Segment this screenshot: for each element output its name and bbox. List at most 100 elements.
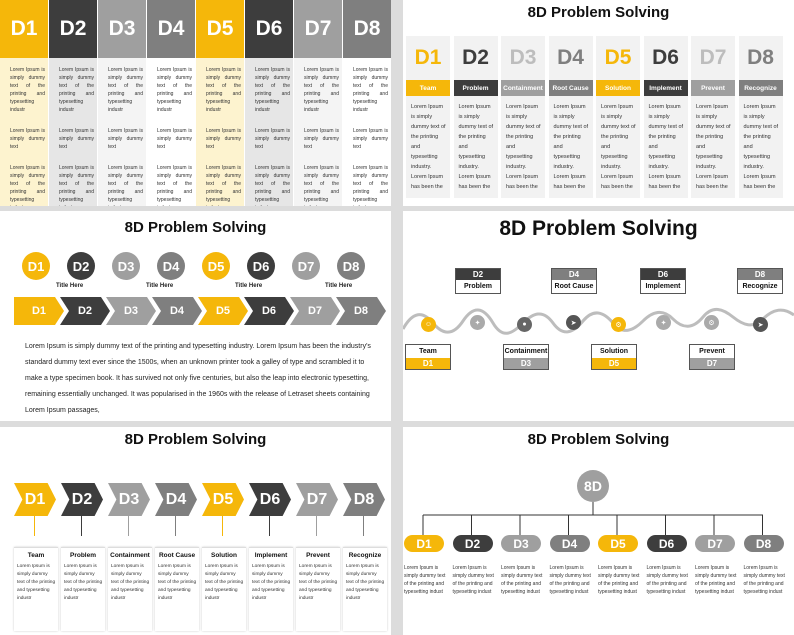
slide-1-columns[interactable]: D1 Lorem Ipsum is simply dummy text of th…	[0, 0, 391, 206]
slide-3-chevrons[interactable]: 8D Problem Solving Lorem Ipsum is simply…	[0, 211, 391, 421]
step-card: Prevent Lorem Ipsum is simply dummy text …	[296, 547, 340, 631]
step-body: Lorem Ipsum is simply dummy text of the …	[506, 104, 541, 190]
table-column: D3 Containment Lorem Ipsum is simply dummy…	[501, 36, 545, 198]
step-pill: D6	[646, 535, 687, 552]
text-line: Lorem Ipsum is simply dummy text	[353, 128, 388, 150]
table-column: D4 Root Cause Lorem Ipsum is simply dummy …	[548, 36, 593, 198]
slide-4-timeline[interactable]: 8D Problem Solving D2 Problem D4 Root Cause…	[403, 211, 794, 421]
step-column: D4 Lorem Ipsum is simply dummy text of th…	[147, 0, 195, 206]
card-name: Team	[27, 552, 45, 559]
step-body: Lorem Ipsum is simply dummy text of the …	[648, 104, 684, 190]
step-circle: D6	[247, 252, 275, 280]
step-name: Solution	[596, 80, 640, 96]
step-header: D2	[49, 0, 97, 58]
card-name: Problem	[69, 552, 96, 559]
step-text: Lorem Ipsum is simply dummy text of the …	[196, 58, 244, 206]
step-text: Lorem Ipsum is simply dummy text of the …	[0, 58, 48, 206]
step-column: D2 Lorem Ipsum is simply dummy text of th…	[49, 0, 97, 206]
box-code: D8	[738, 269, 782, 280]
step-arrow: D6	[249, 483, 291, 516]
table-column: D2 Problem Lorem Ipsum is simply dummy tex…	[453, 36, 498, 198]
step-card: Solution Lorem Ipsum is simply dummy text…	[202, 547, 246, 631]
top-step-box: D2 Problem	[455, 268, 501, 294]
table-column: D6 Implement Lorem Ipsum is simply dummy t…	[643, 36, 688, 198]
step-header: D7	[294, 0, 342, 58]
timeline-icon: ⚙	[611, 317, 626, 332]
step-pill: D3	[501, 535, 541, 552]
step-chevron: D7	[290, 297, 340, 325]
box-code: D3	[504, 358, 548, 369]
box-code: D1	[406, 358, 450, 369]
timeline-icon: ➤	[566, 315, 581, 330]
top-step-box: D4 Root Cause	[551, 268, 597, 294]
step-name: Recognize	[738, 80, 783, 96]
step-text: Lorem Ipsum is simply dummy text of the …	[245, 58, 293, 206]
timeline-icon: ✦	[470, 315, 485, 330]
step-chevron: D6	[244, 297, 294, 325]
down-connector	[363, 516, 364, 536]
slide-6-tree[interactable]: 8D Problem Solving 8D D1 Lorem Ipsum is s…	[403, 427, 794, 635]
text-line: Lorem Ipsum is simply dummy text of the …	[353, 165, 388, 206]
step-code: D7	[699, 46, 727, 69]
body-paragraph: Lorem Ipsum is simply dummy text of the …	[25, 343, 371, 414]
tree-connectors	[422, 502, 763, 535]
text-line: Lorem Ipsum is simply dummy text	[304, 128, 339, 150]
step-code: D1	[414, 46, 442, 69]
step-body: Lorem Ipsum is simply dummy text of the …	[452, 565, 494, 595]
step-pill: D1	[404, 535, 444, 552]
step-circle: D8	[337, 252, 365, 280]
text-line: Lorem Ipsum is simply dummy text of the …	[10, 165, 45, 206]
card-body: Lorem Ipsum is simply dummy text of the …	[346, 564, 385, 601]
step-code: D5	[604, 46, 632, 69]
step-header: D5	[196, 0, 244, 58]
text-line: Lorem Ipsum is simply dummy text of the …	[59, 67, 94, 113]
timeline-icon: ●	[517, 317, 532, 332]
timeline-icon: ✦	[656, 315, 671, 330]
wave-line	[403, 308, 794, 335]
box-code: D5	[592, 358, 636, 369]
step-body: Lorem Ipsum is simply dummy text of the …	[404, 565, 446, 595]
slide-5-arrows[interactable]: 8D Problem Solving D1 Team Lorem Ipsum is …	[0, 427, 391, 635]
step-name: Implement	[643, 80, 688, 96]
step-arrow: D4	[155, 483, 197, 516]
slide-2-table[interactable]: 8D Problem Solving D1 Team Lorem Ipsum is …	[403, 0, 794, 206]
step-text: Lorem Ipsum is simply dummy text of the …	[49, 58, 97, 206]
step-body: Lorem Ipsum is simply dummy text of the …	[743, 565, 785, 595]
step-chevron: D8	[336, 297, 386, 325]
box-code: D4	[552, 269, 596, 280]
box-name: Team	[419, 348, 437, 355]
step-body: Lorem Ipsum is simply dummy text of the …	[601, 104, 636, 190]
step-column: D7 Lorem Ipsum is simply dummy text of th…	[294, 0, 342, 206]
card-name: Containment	[110, 552, 150, 559]
step-column: D6 Lorem Ipsum is simply dummy text of th…	[245, 0, 293, 206]
step-chevron: D1	[14, 297, 64, 325]
box-name: Implement	[645, 283, 681, 290]
step-card: Recognize Lorem Ipsum is simply dummy tex…	[343, 547, 387, 631]
card-name: Recognize	[348, 552, 382, 559]
step-body: Lorem Ipsum is simply dummy text of the …	[549, 565, 591, 595]
box-name: Root Cause	[554, 283, 594, 290]
step-header: D1	[0, 0, 48, 58]
step-circle: D5	[202, 252, 230, 280]
text-line: Lorem Ipsum is simply dummy text of the …	[255, 165, 290, 206]
box-code: D6	[641, 269, 685, 280]
bottom-step-box: Prevent D7	[689, 344, 735, 370]
down-connector	[175, 516, 176, 536]
down-connector	[316, 516, 317, 536]
card-name: Prevent	[306, 552, 330, 559]
step-pill: D7	[695, 535, 735, 552]
step-name: Root Cause	[548, 80, 593, 96]
step-column: D5 Lorem Ipsum is simply dummy text of th…	[196, 0, 244, 206]
title-here-label: Title Here	[146, 283, 174, 289]
step-text: Lorem Ipsum is simply dummy text of the …	[294, 58, 342, 206]
text-line: Lorem Ipsum is simply dummy text of the …	[206, 165, 241, 206]
text-line: Lorem Ipsum is simply dummy text	[59, 128, 94, 150]
card-body: Lorem Ipsum is simply dummy text of the …	[205, 564, 244, 601]
slide-title: 8D Problem Solving	[124, 219, 267, 236]
step-body: Lorem Ipsum is simply dummy text of the …	[743, 104, 779, 190]
down-connector	[269, 516, 270, 536]
step-body: Lorem Ipsum is simply dummy text of the …	[646, 565, 688, 595]
slide-title: 8D Problem Solving	[499, 217, 698, 240]
step-header: D8	[343, 0, 391, 58]
table-column: D8 Recognize Lorem Ipsum is simply dummy t…	[738, 36, 783, 198]
